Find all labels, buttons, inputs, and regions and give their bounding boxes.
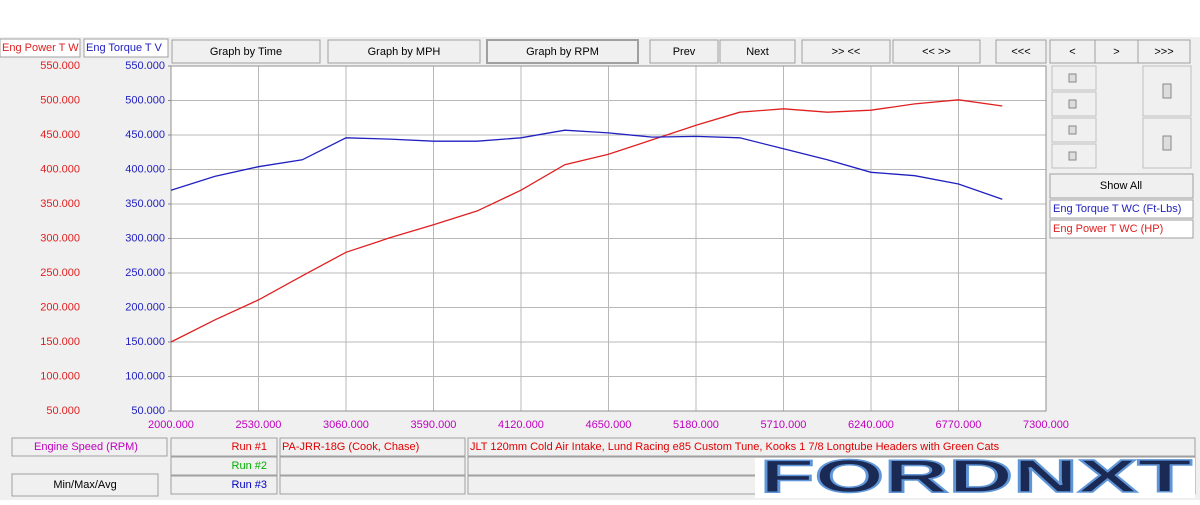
y2-tick-label: 400.000 — [125, 163, 165, 175]
y-tick-label: 250.000 — [40, 267, 80, 279]
side-icons — [1051, 65, 1192, 169]
button-label[interactable]: Min/Max/Avg — [53, 479, 116, 491]
tab[interactable] — [83, 38, 169, 58]
tab-label[interactable]: Eng Power T W — [2, 42, 79, 54]
button[interactable] — [892, 39, 981, 64]
button-label[interactable]: Show All — [1100, 180, 1142, 192]
run-label-box — [170, 456, 278, 476]
button[interactable] — [11, 473, 159, 497]
y-tick-label: 450.000 — [40, 129, 80, 141]
series-line — [170, 129, 1003, 200]
y2-tick-label: 250.000 — [125, 267, 165, 279]
button[interactable] — [1049, 173, 1194, 199]
button-label[interactable]: Graph by Time — [210, 46, 282, 58]
run-name: PA-JRR-18G (Cook, Chase) — [282, 441, 419, 453]
button-label[interactable]: Graph by RPM — [526, 46, 599, 58]
button[interactable] — [327, 39, 481, 64]
button-label[interactable]: >> << — [832, 46, 861, 58]
y-tick-label: 300.000 — [40, 232, 80, 244]
y2-tick-label: 550.000 — [125, 60, 165, 72]
x-axis-label: Engine Speed (RPM) — [34, 441, 138, 453]
x-tick-label: 4120.000 — [498, 419, 544, 431]
button-label[interactable]: > — [1113, 46, 1119, 58]
top-band — [0, 0, 1200, 37]
button[interactable] — [486, 39, 639, 64]
y2-tick-label: 300.000 — [125, 232, 165, 244]
y-tick-label: 350.000 — [40, 198, 80, 210]
y2-tick-label: 350.000 — [125, 198, 165, 210]
button[interactable] — [801, 39, 891, 64]
button[interactable] — [1137, 39, 1191, 64]
button-label[interactable]: Prev — [673, 46, 696, 58]
y-tick-label: 200.000 — [40, 301, 80, 313]
y2-tick-label: 50.000 — [131, 405, 165, 417]
button-label[interactable]: Next — [746, 46, 769, 58]
y2-tick-label: 200.000 — [125, 301, 165, 313]
run-name-box — [279, 456, 466, 476]
series-line — [170, 99, 1003, 343]
run-label-box — [170, 437, 278, 457]
tab[interactable] — [0, 38, 81, 58]
icon-button[interactable] — [1051, 65, 1097, 91]
x-tick-label: 6770.000 — [936, 419, 982, 431]
x-tick-label: 2530.000 — [236, 419, 282, 431]
run-name-box — [279, 437, 466, 457]
run-label-box — [170, 475, 278, 495]
button-label[interactable]: << >> — [922, 46, 951, 58]
x-tick-label: 5710.000 — [761, 419, 807, 431]
button[interactable] — [171, 39, 321, 64]
logo: FORDNXT — [760, 450, 1192, 500]
run-label: Run #3 — [232, 479, 267, 491]
button[interactable] — [719, 39, 796, 64]
button-label[interactable]: >>> — [1154, 46, 1173, 58]
run-name-box — [279, 475, 466, 495]
button-label[interactable]: < — [1069, 46, 1075, 58]
y-tick-label: 550.000 — [40, 60, 80, 72]
button[interactable] — [995, 39, 1047, 64]
run-label: Run #1 — [232, 441, 267, 453]
x-tick-label: 7300.000 — [1023, 419, 1069, 431]
plot-border — [170, 65, 1047, 412]
y2-tick-label: 500.000 — [125, 94, 165, 106]
x-tick-label: 4650.000 — [586, 419, 632, 431]
x-tick-label: 3060.000 — [323, 419, 369, 431]
y-tick-label: 50.000 — [46, 405, 80, 417]
y-tick-label: 500.000 — [40, 94, 80, 106]
legend-box — [1049, 199, 1194, 219]
y-tick-label: 400.000 — [40, 163, 80, 175]
run-description: JLT 120mm Cold Air Intake, Lund Racing e… — [470, 441, 1000, 453]
button-label[interactable]: Graph by MPH — [368, 46, 441, 58]
x-label-box — [11, 437, 168, 457]
x-tick-label: 6240.000 — [848, 419, 894, 431]
x-tick-label: 5180.000 — [673, 419, 719, 431]
y2-tick-label: 150.000 — [125, 336, 165, 348]
run-label: Run #2 — [232, 460, 267, 472]
legend-box — [1049, 219, 1194, 239]
legend-label: Eng Torque T WC (Ft-Lbs) — [1053, 203, 1181, 215]
button-label[interactable]: <<< — [1011, 46, 1030, 58]
button[interactable] — [649, 39, 719, 64]
x-tick-label: 2000.000 — [148, 419, 194, 431]
y2-tick-label: 450.000 — [125, 129, 165, 141]
run-desc-box — [467, 437, 1196, 457]
x-tick-label: 3590.000 — [411, 419, 457, 431]
y2-tick-label: 100.000 — [125, 370, 165, 382]
tab-label[interactable]: Eng Torque T V — [86, 42, 162, 54]
y-tick-label: 100.000 — [40, 370, 80, 382]
legend-label: Eng Power T WC (HP) — [1053, 223, 1163, 235]
y-tick-label: 150.000 — [40, 336, 80, 348]
logo-backdrop — [755, 458, 1195, 498]
